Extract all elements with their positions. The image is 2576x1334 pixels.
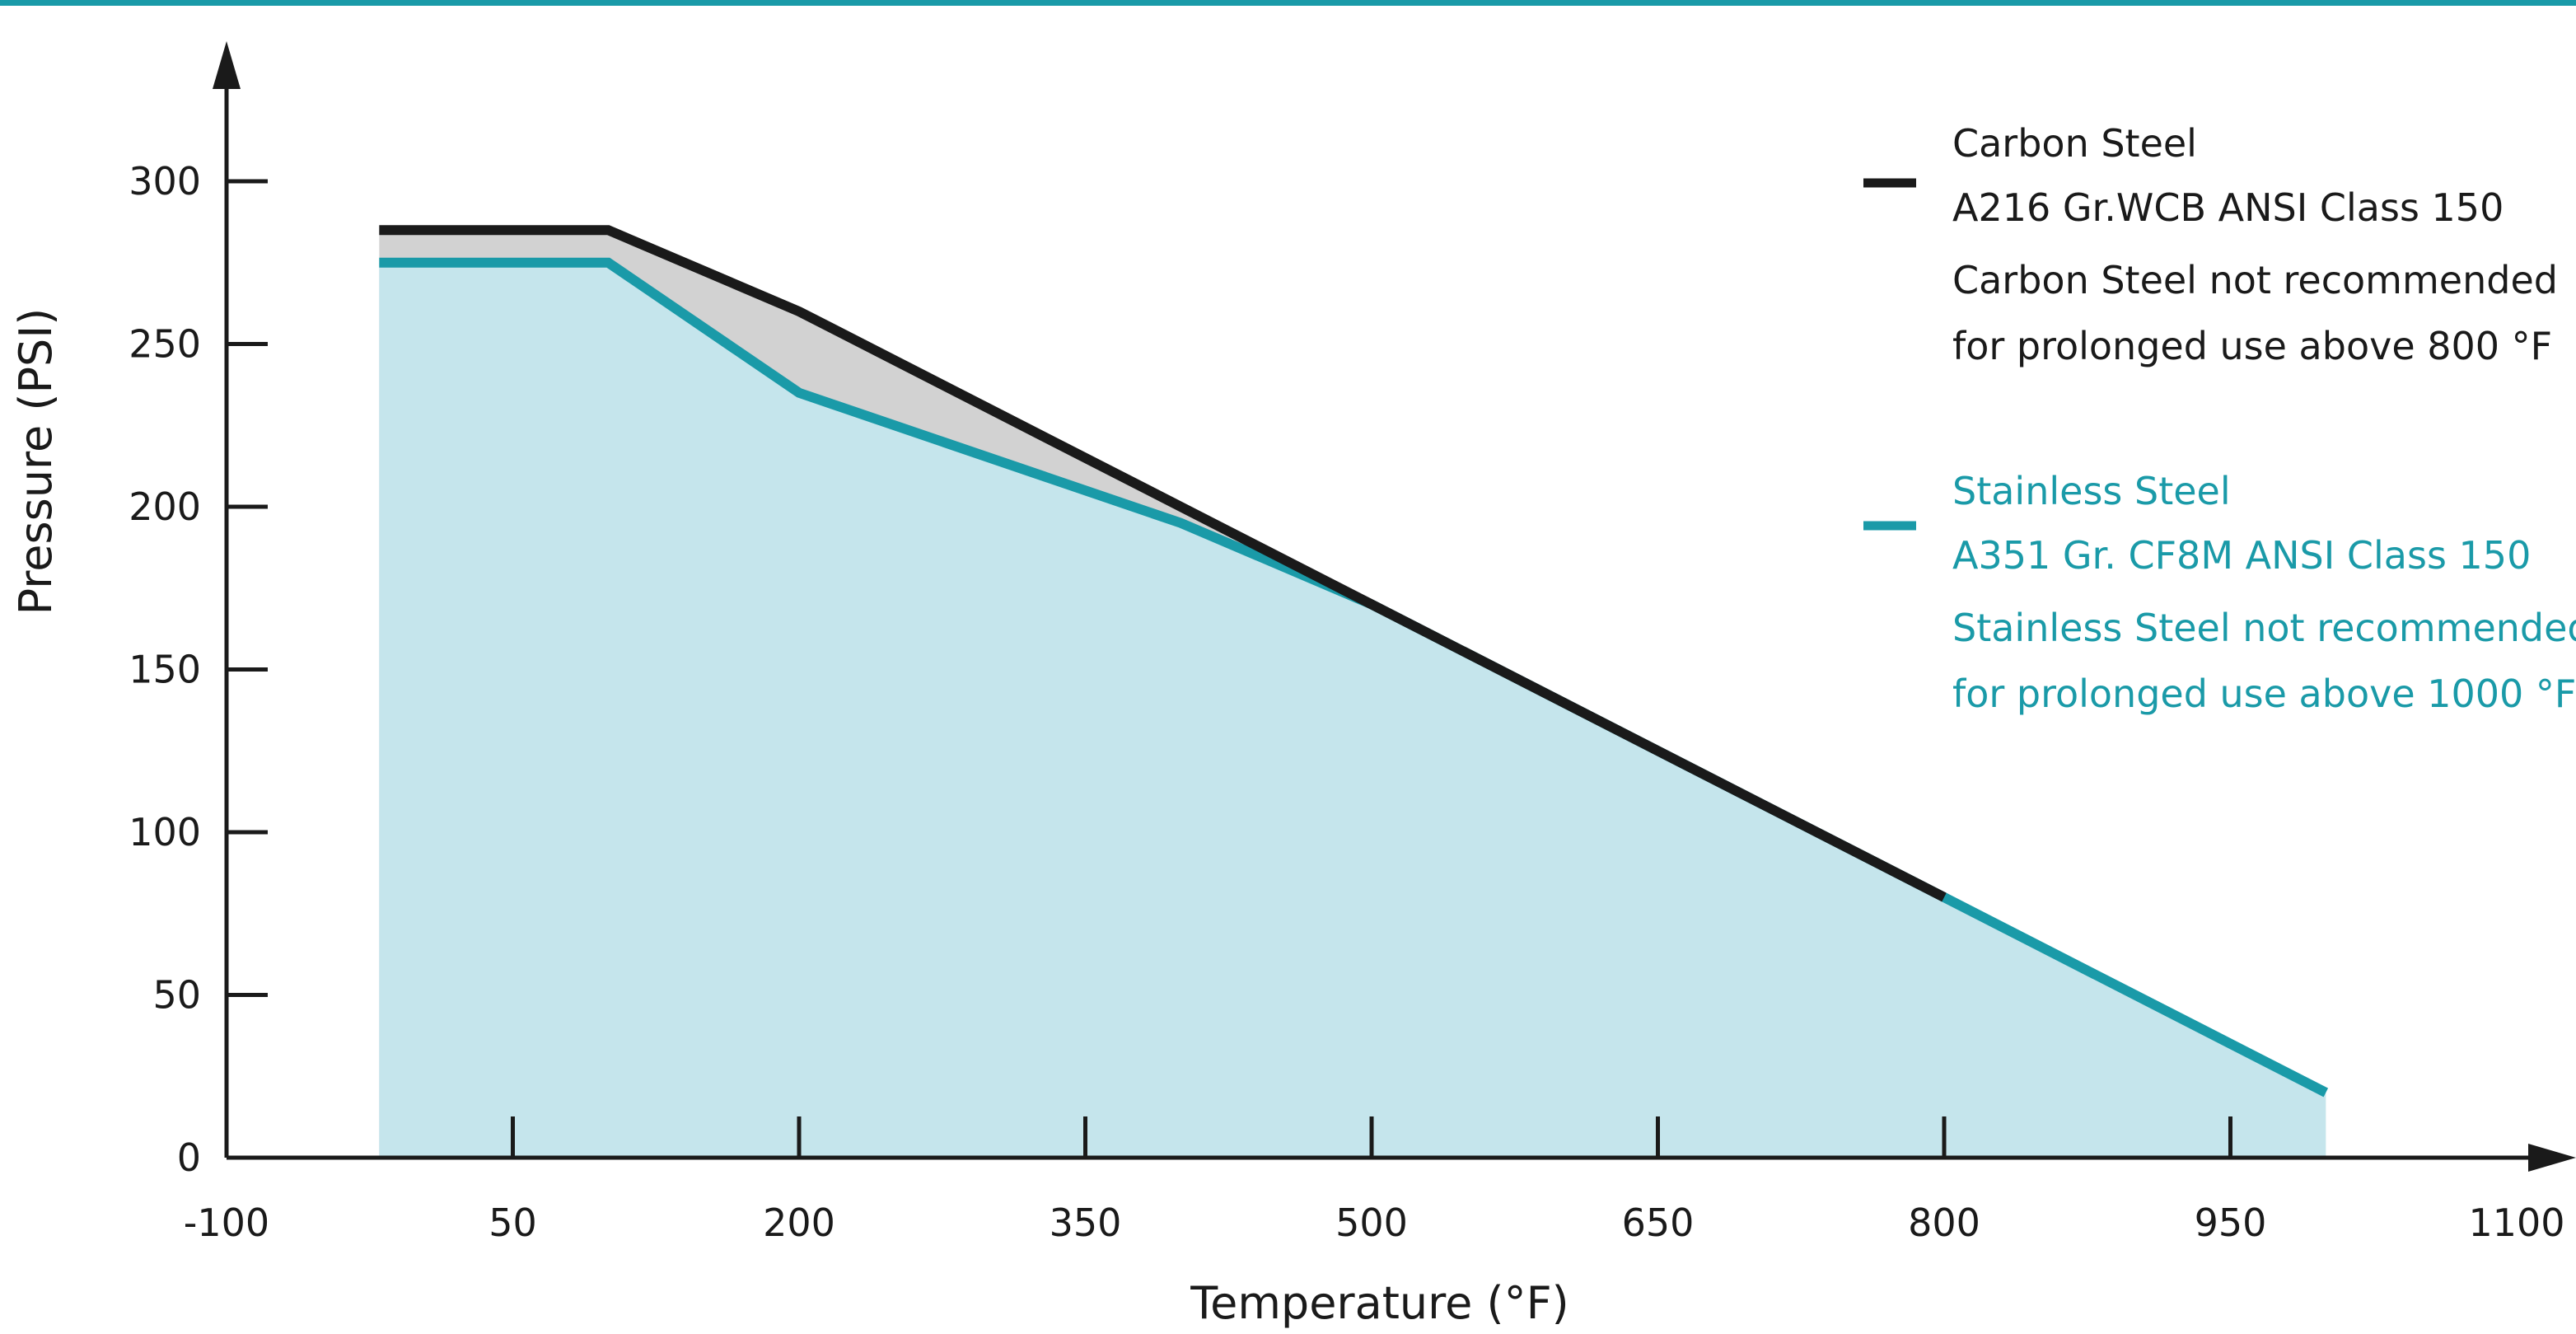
series-line-carbon-steel	[379, 225, 1947, 902]
legend-text-line: Carbon Steel not recommended	[1952, 258, 2558, 302]
x-tick-label: -100	[184, 1201, 269, 1245]
axes: -100 50 200 350 500 650 800 950 1100 0 50 100 150 20…	[129, 41, 2576, 1245]
legend-text-line: A351 Gr. CF8M ANSI Class 150	[1952, 533, 2531, 578]
x-axis-arrowhead	[2528, 1144, 2576, 1172]
x-ticks: -100 50 200 350 500 650 800 950 1100	[184, 1116, 2565, 1245]
legend-text-line: Stainless Steel	[1952, 469, 2231, 513]
y-tick-label: 250	[129, 322, 201, 367]
area-fill-stainless-steel	[379, 262, 2326, 1158]
x-tick-label: 500	[1335, 1201, 1408, 1245]
area-fills	[379, 230, 2326, 1158]
legend-text-line: Carbon Steel	[1952, 121, 2197, 166]
y-axis-arrowhead	[213, 41, 241, 89]
series-lines	[379, 225, 2329, 1098]
legend-text-line: for prolonged use above 800 °F	[1952, 324, 2552, 368]
y-axis-title: Pressure (PSI)	[10, 308, 62, 616]
x-tick-label: 50	[489, 1201, 537, 1245]
y-tick-label: 200	[129, 484, 201, 529]
legend-text-line: for prolonged use above 1000 °F	[1952, 672, 2576, 716]
x-tick-label: 200	[763, 1201, 835, 1245]
top-accent-rule	[0, 0, 2576, 6]
y-tick-label: 0	[177, 1135, 201, 1180]
y-tick-label: 300	[129, 159, 201, 204]
y-tick-label: 150	[129, 648, 201, 692]
x-tick-label: 800	[1908, 1201, 1980, 1245]
x-axis-title: Temperature (°F)	[1190, 1277, 1569, 1329]
legend-text-line: Stainless Steel not recommended	[1952, 606, 2576, 650]
x-tick-label: 350	[1050, 1201, 1122, 1245]
x-tick-label: 1100	[2468, 1201, 2564, 1245]
y-tick-label: 50	[152, 973, 201, 1018]
x-tick-label: 650	[1622, 1201, 1695, 1245]
y-ticks: 0 50 100 150 200 250 300	[129, 159, 268, 1180]
x-tick-label: 950	[2195, 1201, 2267, 1245]
y-tick-label: 100	[129, 810, 201, 854]
legend-text-line: A216 Gr.WCB ANSI Class 150	[1952, 185, 2504, 230]
legend: Carbon Steel A216 Gr.WCB ANSI Class 150 Ca…	[1863, 121, 2576, 716]
